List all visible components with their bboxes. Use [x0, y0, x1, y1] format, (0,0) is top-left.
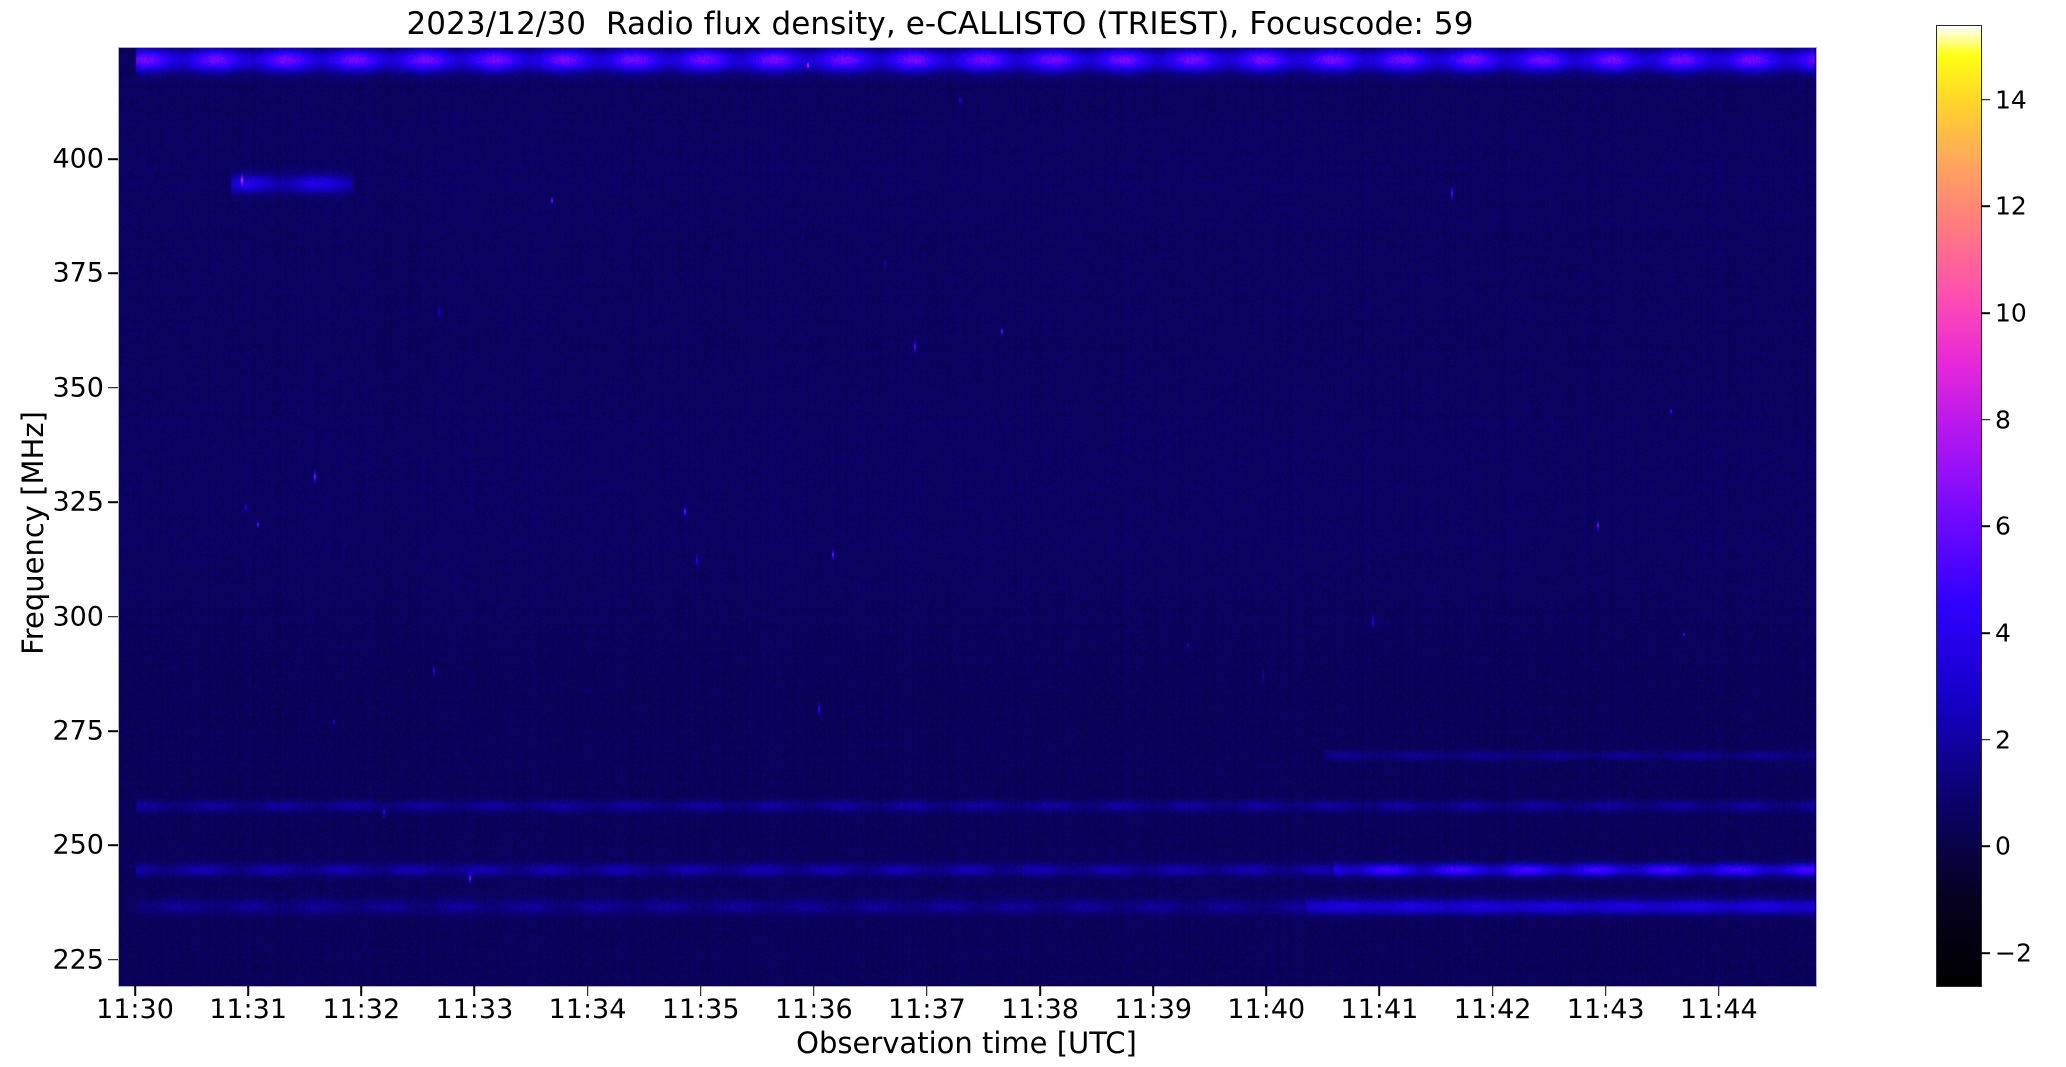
x-tick-mark [926, 986, 928, 996]
x-tick-label: 11:40 [1227, 994, 1306, 1025]
x-tick-mark [134, 986, 136, 996]
colorbar-tick-label: 0 [1995, 831, 2011, 861]
colorbar-tick-label: 2 [1995, 725, 2011, 755]
x-tick-label: 11:38 [1001, 994, 1079, 1025]
y-tick-mark [108, 501, 118, 504]
colorbar [1936, 25, 1982, 987]
x-tick-label: 11:35 [661, 994, 740, 1025]
x-tick-label: 11:37 [887, 994, 966, 1025]
colorbar-tick-mark [1981, 98, 1990, 101]
y-tick-mark [108, 615, 118, 618]
colorbar-tick-mark [1981, 952, 1990, 954]
y-tick-label: 300 [52, 601, 104, 633]
y-tick-mark [108, 959, 118, 961]
y-tick-mark [108, 730, 118, 732]
colorbar-tick-mark [1981, 632, 1990, 634]
colorbar-tick-mark [1981, 525, 1990, 528]
colorbar-tick-mark [1981, 738, 1990, 741]
x-tick-label: 11:30 [96, 994, 174, 1025]
x-tick-mark [1378, 986, 1381, 996]
colorbar-tick-mark [1981, 845, 1990, 848]
x-tick-label: 11:39 [1114, 994, 1193, 1025]
x-tick-label: 11:33 [435, 994, 514, 1025]
y-tick-mark [108, 272, 118, 275]
y-tick-label: 250 [52, 829, 104, 861]
colorbar-tick-label: 14 [1995, 85, 2027, 115]
colorbar-tick-label: 12 [1995, 191, 2027, 221]
y-tick-label: 375 [52, 257, 104, 289]
x-tick-mark [1491, 986, 1494, 996]
colorbar-gradient [1937, 26, 1981, 986]
colorbar-tick-label: −2 [1995, 938, 2032, 968]
x-tick-label: 11:44 [1679, 994, 1758, 1025]
y-tick-mark [108, 387, 118, 389]
x-tick-label: 11:32 [322, 994, 401, 1025]
x-tick-mark [1604, 986, 1607, 996]
x-tick-mark [1152, 986, 1154, 996]
x-tick-label: 11:42 [1453, 994, 1532, 1025]
x-tick-mark [699, 986, 702, 996]
x-tick-label: 11:31 [209, 994, 287, 1025]
spectrogram-heatmap [119, 48, 1816, 986]
x-tick-mark [1718, 986, 1720, 996]
colorbar-tick-mark [1981, 418, 1990, 421]
x-tick-mark [1039, 986, 1041, 996]
y-tick-mark [108, 158, 118, 160]
x-tick-mark [812, 986, 815, 996]
colorbar-tick-mark [1981, 312, 1990, 314]
x-axis-label: Observation time [UTC] [796, 1026, 1137, 1060]
x-tick-label: 11:41 [1340, 994, 1419, 1025]
x-tick-mark [586, 986, 589, 996]
colorbar-tick-label: 8 [1995, 405, 2011, 435]
colorbar-tick-label: 6 [1995, 511, 2011, 541]
x-tick-mark [360, 986, 363, 996]
x-tick-label: 11:34 [548, 994, 627, 1025]
y-tick-label: 400 [52, 143, 104, 175]
y-tick-label: 275 [52, 715, 104, 747]
colorbar-tick-mark [1981, 205, 1990, 208]
page-title: 2023/12/30 Radio flux density, e-CALLIST… [406, 6, 1474, 42]
x-tick-mark [473, 986, 476, 996]
y-tick-mark [108, 844, 118, 847]
x-tick-label: 11:36 [774, 994, 853, 1025]
y-axis-label: Frequency [MHz] [16, 411, 50, 655]
spectrogram-axes [118, 47, 1817, 987]
colorbar-tick-label: 4 [1995, 618, 2011, 648]
x-tick-mark [247, 986, 249, 996]
x-tick-mark [1265, 986, 1268, 996]
x-tick-label: 11:43 [1566, 994, 1645, 1025]
y-tick-label: 225 [52, 944, 104, 976]
y-tick-label: 350 [52, 372, 104, 404]
colorbar-tick-label: 10 [1995, 298, 2027, 328]
y-tick-label: 325 [52, 486, 104, 518]
